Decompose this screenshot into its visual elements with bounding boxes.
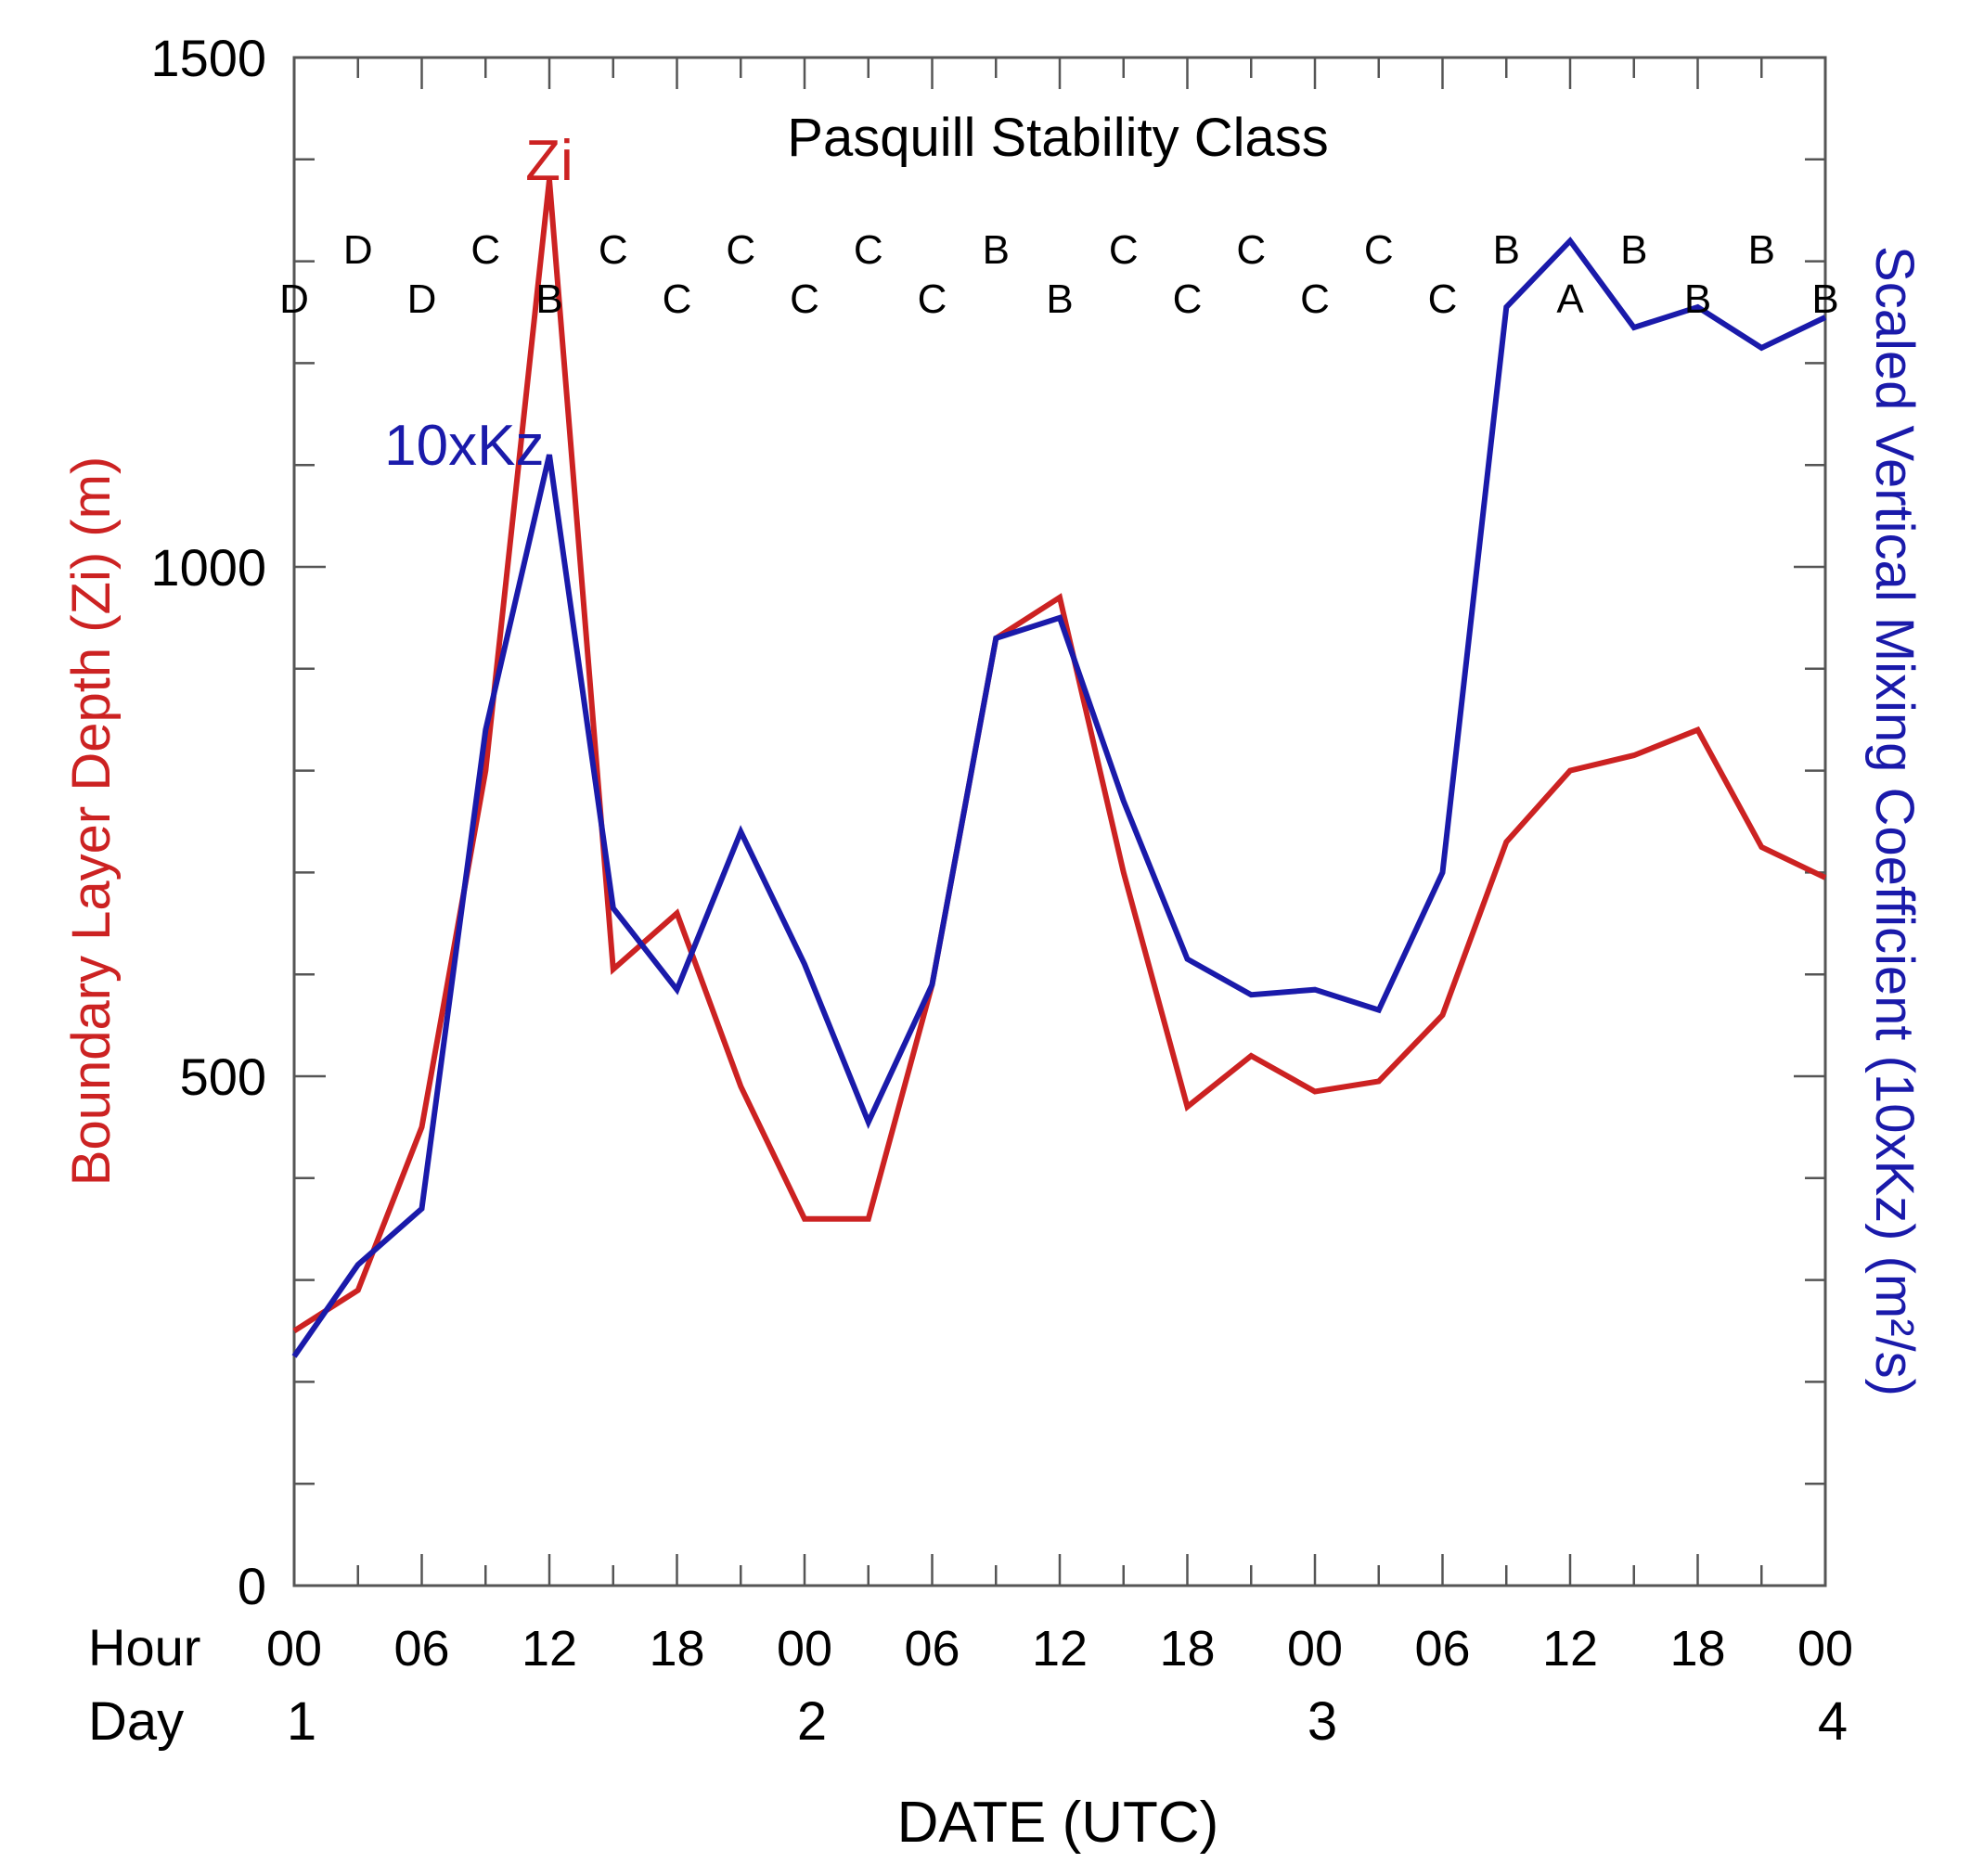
y-tick-label: 0 (238, 1557, 266, 1615)
hour-tick-label: 18 (1159, 1621, 1215, 1677)
chart-title: Pasquill Stability Class (787, 108, 1328, 168)
y-tick-label: 500 (180, 1047, 266, 1106)
stability-class-label: B (1620, 227, 1647, 273)
stability-class-label: C (663, 276, 692, 322)
hour-tick-label: 00 (1287, 1621, 1343, 1677)
stability-class-label: C (854, 227, 883, 273)
stability-class-label: D (279, 276, 309, 322)
y-tick-label: 1500 (150, 29, 266, 87)
hour-tick-label: 00 (266, 1621, 322, 1677)
series-line-10xkz (291, 236, 1827, 1358)
series-group (291, 179, 1827, 1358)
y-tick-label: 1000 (150, 538, 266, 597)
zi-series-label: Zi (525, 129, 573, 193)
x-axis-label: DATE (UTC) (897, 1791, 1219, 1855)
hour-tick-label: 06 (904, 1621, 960, 1677)
stability-class-label: C (470, 227, 500, 273)
hour-tick-label: 12 (1032, 1621, 1088, 1677)
day-row-label: Day (88, 1691, 184, 1752)
stability-class-label: C (1109, 227, 1139, 273)
hour-tick-label: 12 (1542, 1621, 1598, 1677)
hour-tick-label: 00 (1797, 1621, 1853, 1677)
stability-class-label: C (790, 276, 819, 322)
stability-class-label: C (726, 227, 755, 273)
kz-series-label: 10xKz (384, 414, 544, 478)
hour-tick-label: 18 (1669, 1621, 1725, 1677)
stability-class-label: C (1236, 227, 1266, 273)
stability-class-label: A (1556, 276, 1584, 322)
plot-frame (292, 56, 1827, 1587)
hour-tick-label: 06 (1414, 1621, 1470, 1677)
stability-class-label: C (599, 227, 628, 273)
stability-class-label: D (407, 276, 437, 322)
hour-tick-label: 12 (522, 1621, 577, 1677)
stability-class-label: D (343, 227, 373, 273)
stability-class-label: B (1046, 276, 1073, 322)
stability-class-label: C (1364, 227, 1394, 273)
stability-class-label: C (1173, 276, 1203, 322)
day-tick-label: 1 (287, 1691, 316, 1752)
y-tick-labels: 0 500 1000 1500 (150, 29, 266, 1615)
stability-class-label: C (918, 276, 947, 322)
stability-class-label: B (983, 227, 1010, 273)
axis-ticks (292, 56, 1827, 1587)
day-tick-label: 2 (797, 1691, 827, 1752)
hour-tick-label: 06 (393, 1621, 449, 1677)
stability-class-label: C (1300, 276, 1330, 322)
stability-class-label: B (1684, 276, 1711, 322)
hour-tick-label: 00 (777, 1621, 832, 1677)
y-axis-right-label: Scaled Vertical Mixing Coefficient (10xK… (1864, 246, 1925, 1396)
stability-class-label: B (535, 276, 562, 322)
series-line-zi (292, 179, 1827, 1334)
y-axis-left-label: Boundary Layer Depth (Zi) (m) (61, 456, 122, 1186)
stability-class-label: C (1428, 276, 1458, 322)
hour-row-label: Hour (88, 1618, 200, 1677)
stability-class-label: B (1748, 227, 1775, 273)
stability-class-label: B (1811, 276, 1838, 322)
day-tick-label: 4 (1818, 1691, 1848, 1752)
hour-tick-label: 18 (649, 1621, 704, 1677)
stability-class-label: B (1493, 227, 1520, 273)
x-axis-labels: 00 06 12 18 00 06 12 18 00 06 12 18 001 2 3 4 (266, 1621, 1853, 1752)
day-tick-label: 3 (1308, 1691, 1337, 1752)
